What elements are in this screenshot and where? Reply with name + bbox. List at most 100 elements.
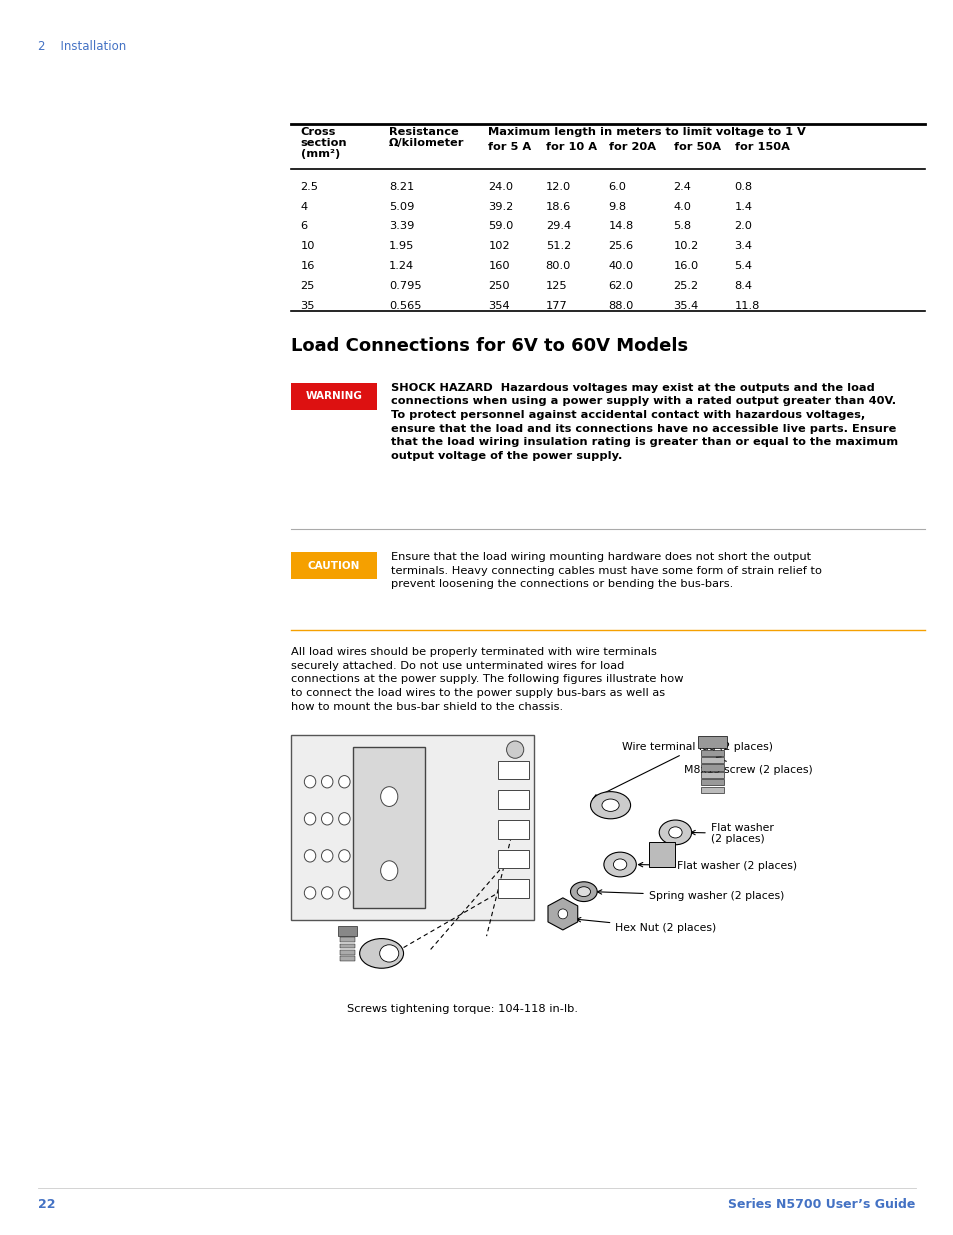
- Text: 102: 102: [488, 242, 510, 252]
- Text: section: section: [300, 138, 347, 148]
- Bar: [497, 790, 529, 809]
- Text: 160: 160: [488, 262, 510, 272]
- Text: 0.565: 0.565: [389, 301, 421, 311]
- Bar: [700, 779, 723, 785]
- Text: 25: 25: [300, 282, 314, 291]
- Text: Hex Nut (2 places): Hex Nut (2 places): [576, 918, 716, 934]
- Ellipse shape: [570, 882, 597, 902]
- Bar: [700, 787, 723, 793]
- Ellipse shape: [603, 852, 636, 877]
- Text: 18.6: 18.6: [545, 201, 570, 211]
- Text: 39.2: 39.2: [488, 201, 513, 211]
- Ellipse shape: [577, 887, 590, 897]
- Bar: [700, 764, 723, 771]
- Text: 2    Installation: 2 Installation: [38, 40, 127, 53]
- Text: Load Connections for 6V to 60V Models: Load Connections for 6V to 60V Models: [291, 337, 687, 356]
- Text: 250: 250: [488, 282, 510, 291]
- Text: for 50A: for 50A: [673, 142, 720, 152]
- FancyBboxPatch shape: [291, 552, 376, 579]
- Text: 6: 6: [300, 221, 307, 231]
- FancyBboxPatch shape: [291, 383, 376, 410]
- Text: 35.4: 35.4: [673, 301, 698, 311]
- Ellipse shape: [338, 776, 350, 788]
- Text: 2.4: 2.4: [673, 182, 691, 191]
- Text: 10: 10: [300, 242, 314, 252]
- Text: 354: 354: [488, 301, 510, 311]
- Text: 16: 16: [300, 262, 314, 272]
- Ellipse shape: [321, 887, 333, 899]
- Bar: [700, 772, 723, 778]
- Ellipse shape: [659, 820, 691, 845]
- Text: 12.0: 12.0: [545, 182, 570, 191]
- Text: 177: 177: [545, 301, 567, 311]
- Text: for 10 A: for 10 A: [545, 142, 596, 152]
- Bar: [337, 926, 356, 936]
- Text: Flat washer (2 places): Flat washer (2 places): [638, 862, 797, 872]
- Ellipse shape: [321, 813, 333, 825]
- Text: 80.0: 80.0: [545, 262, 571, 272]
- Text: Screws tightening torque: 104-118 in-lb.: Screws tightening torque: 104-118 in-lb.: [347, 1004, 578, 1014]
- Text: Cross: Cross: [300, 127, 335, 137]
- Text: 8.21: 8.21: [389, 182, 414, 191]
- Bar: [339, 944, 355, 948]
- Text: 4.0: 4.0: [673, 201, 691, 211]
- Text: Maximum length in meters to limit voltage to 1 V: Maximum length in meters to limit voltag…: [488, 127, 805, 137]
- Ellipse shape: [338, 850, 350, 862]
- Text: 35: 35: [300, 301, 314, 311]
- Bar: [700, 757, 723, 763]
- Bar: [497, 820, 529, 839]
- Ellipse shape: [321, 776, 333, 788]
- Text: 10.2: 10.2: [673, 242, 698, 252]
- Bar: [497, 761, 529, 779]
- Ellipse shape: [338, 887, 350, 899]
- Text: 24.0: 24.0: [488, 182, 513, 191]
- Text: SHOCK HAZARD  Hazardous voltages may exist at the outputs and the load
connectio: SHOCK HAZARD Hazardous voltages may exis…: [391, 383, 898, 461]
- Ellipse shape: [380, 861, 397, 881]
- Text: 1.4: 1.4: [734, 201, 752, 211]
- Text: (mm²): (mm²): [300, 149, 339, 159]
- Text: 0.8: 0.8: [734, 182, 752, 191]
- Text: 25.6: 25.6: [608, 242, 633, 252]
- Text: 3.39: 3.39: [389, 221, 415, 231]
- Bar: [339, 937, 355, 942]
- Bar: [339, 950, 355, 955]
- Text: 1.95: 1.95: [389, 242, 415, 252]
- Bar: [497, 850, 529, 868]
- Ellipse shape: [558, 909, 567, 919]
- Polygon shape: [547, 898, 578, 930]
- Text: Wire terminal lug (2 places): Wire terminal lug (2 places): [593, 742, 772, 799]
- Text: Spring washer (2 places): Spring washer (2 places): [597, 889, 783, 902]
- Ellipse shape: [304, 850, 315, 862]
- Text: 6.0: 6.0: [608, 182, 626, 191]
- Text: for 20A: for 20A: [608, 142, 655, 152]
- Ellipse shape: [601, 799, 618, 811]
- Text: All load wires should be properly terminated with wire terminals
securely attach: All load wires should be properly termin…: [291, 647, 682, 711]
- Text: 51.2: 51.2: [545, 242, 570, 252]
- Bar: [698, 736, 726, 748]
- Text: 5.09: 5.09: [389, 201, 415, 211]
- Text: 4: 4: [300, 201, 307, 211]
- Bar: [353, 747, 424, 908]
- Text: Ω/kilometer: Ω/kilometer: [389, 138, 464, 148]
- Text: 88.0: 88.0: [608, 301, 634, 311]
- Ellipse shape: [321, 850, 333, 862]
- Text: CAUTION: CAUTION: [308, 561, 359, 571]
- Text: 1.24: 1.24: [389, 262, 414, 272]
- Text: 40.0: 40.0: [608, 262, 633, 272]
- Text: for 5 A: for 5 A: [488, 142, 531, 152]
- Text: 14.8: 14.8: [608, 221, 633, 231]
- Ellipse shape: [304, 887, 315, 899]
- Text: Resistance: Resistance: [389, 127, 458, 137]
- Text: M8x15 screw (2 places): M8x15 screw (2 places): [683, 757, 812, 776]
- Ellipse shape: [668, 827, 681, 837]
- Text: 11.8: 11.8: [734, 301, 760, 311]
- Bar: [497, 879, 529, 898]
- Ellipse shape: [613, 860, 626, 869]
- Bar: [339, 956, 355, 961]
- Text: 62.0: 62.0: [608, 282, 633, 291]
- Text: 3.4: 3.4: [734, 242, 752, 252]
- Text: WARNING: WARNING: [305, 391, 362, 401]
- Ellipse shape: [506, 741, 523, 758]
- Text: Ensure that the load wiring mounting hardware does not short the output
terminal: Ensure that the load wiring mounting har…: [391, 552, 821, 589]
- Bar: [700, 750, 723, 756]
